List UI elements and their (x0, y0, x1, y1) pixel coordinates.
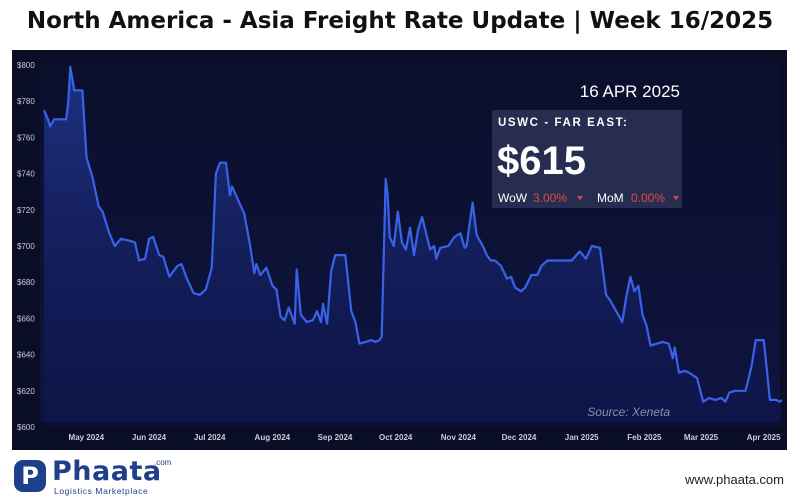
x-tick-label: Apr 2025 (747, 433, 781, 442)
mom-down-arrow-icon (673, 196, 679, 200)
x-tick-label: Dec 2024 (502, 433, 537, 442)
website-url: www.phaata.com (685, 472, 784, 487)
series-line (42, 65, 783, 403)
logo-domain: .com (154, 458, 172, 467)
x-tick-label: May 2024 (69, 433, 105, 442)
y-tick-label: $640 (17, 351, 35, 360)
y-tick-label: $620 (17, 387, 35, 396)
page-title: North America - Asia Freight Rate Update… (26, 8, 774, 34)
x-tick-label: Jul 2024 (194, 433, 226, 442)
y-tick-label: $660 (17, 314, 35, 323)
y-tick-label: $720 (17, 206, 35, 215)
x-tick-label: Feb 2025 (627, 433, 662, 442)
logo-mark-icon: P (14, 460, 46, 492)
callout-date: 16 APR 2025 (580, 82, 680, 101)
logo-name: Phaata (52, 456, 162, 487)
y-tick-label: $600 (17, 423, 35, 432)
y-tick-label: $700 (17, 242, 35, 251)
chart-panel: $600 $620 $640 $660 $680 $700 $720 $740 $760 $780… (12, 50, 787, 450)
y-tick-label: $680 (17, 278, 35, 287)
wow-down-arrow-icon (577, 196, 583, 200)
wow-label: WoW (498, 191, 528, 205)
series-area (44, 66, 782, 428)
x-tick-label: Jan 2025 (565, 433, 599, 442)
freight-rate-chart: $600 $620 $640 $660 $680 $700 $720 $740 $760 $780… (17, 60, 783, 442)
x-tick-label: Aug 2024 (255, 433, 291, 442)
y-tick-label: $800 (17, 61, 35, 70)
y-tick-label: $740 (17, 170, 35, 179)
x-tick-label: Sep 2024 (318, 433, 353, 442)
callout-route: USWC - FAR EAST: (498, 117, 628, 129)
mom-label: MoM (597, 191, 624, 205)
x-axis: May 2024 Jun 2024 Jul 2024 Aug 2024 Sep 2024… (69, 433, 782, 442)
x-tick-label: Mar 2025 (684, 433, 719, 442)
y-axis: $600 $620 $640 $660 $680 $700 $720 $740 $760 $780… (17, 61, 35, 432)
mom-value: 0.00% (631, 191, 665, 205)
source-label: Source: Xeneta (587, 405, 670, 419)
x-tick-label: Nov 2024 (441, 433, 477, 442)
phaata-logo: P Phaata .com Logistics Marketplace (14, 456, 214, 496)
x-tick-label: Oct 2024 (379, 433, 413, 442)
callout-box (492, 110, 682, 208)
y-tick-label: $780 (17, 97, 35, 106)
callout-price: $615 (497, 139, 586, 183)
wow-value: 3.00% (533, 191, 567, 205)
x-tick-label: Jun 2024 (132, 433, 167, 442)
y-tick-label: $760 (17, 133, 35, 142)
logo-tagline: Logistics Marketplace (54, 486, 149, 496)
